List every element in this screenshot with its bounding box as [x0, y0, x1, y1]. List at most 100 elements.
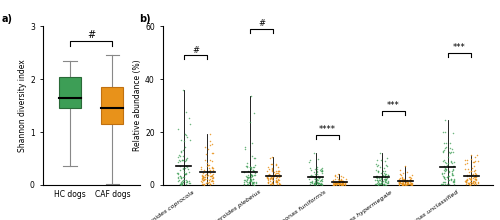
Point [270, 174, 278, 178]
Point [398, 182, 406, 185]
Text: a): a) [2, 14, 13, 24]
Point [209, 166, 217, 170]
Point [376, 183, 384, 186]
Point [181, 132, 189, 136]
Point [472, 178, 480, 181]
Point [313, 178, 321, 181]
Point [472, 175, 480, 179]
Point [335, 178, 343, 182]
Point [470, 173, 478, 176]
Point [266, 176, 274, 180]
Point [441, 160, 449, 164]
Point [440, 148, 448, 152]
Point [444, 155, 452, 159]
Point [443, 163, 451, 167]
Point [332, 181, 340, 185]
Point [203, 177, 211, 180]
Point [270, 175, 278, 178]
Point [306, 180, 314, 183]
Point [336, 181, 344, 185]
Point [180, 175, 188, 179]
Point [466, 178, 474, 181]
Point [408, 182, 416, 185]
Point [273, 172, 281, 175]
Point [331, 180, 339, 184]
Point [338, 183, 346, 186]
Point [374, 169, 382, 172]
Point [443, 175, 451, 178]
Point [268, 177, 276, 180]
Point [268, 168, 276, 172]
Point [306, 168, 314, 172]
Point [274, 165, 281, 169]
Point [447, 178, 455, 181]
Point [271, 173, 279, 177]
Point [250, 181, 258, 185]
Point [315, 176, 323, 179]
Point [382, 177, 390, 181]
Point [315, 182, 323, 185]
Point [470, 180, 478, 183]
Point [438, 182, 446, 186]
Point [401, 182, 409, 185]
Point [468, 176, 476, 179]
Point [374, 170, 382, 173]
Point [372, 182, 380, 186]
Point [206, 182, 214, 185]
Point [204, 163, 212, 167]
Point [404, 180, 411, 184]
Point [206, 143, 214, 147]
Point [266, 163, 274, 166]
Point [315, 176, 323, 180]
Point [184, 170, 192, 174]
Point [403, 170, 411, 173]
Point [376, 179, 384, 182]
Point [446, 182, 454, 186]
Point [206, 168, 214, 172]
Point [398, 182, 406, 185]
Point [312, 183, 320, 187]
Point [240, 182, 248, 185]
Point [342, 182, 349, 185]
Point [318, 182, 326, 185]
Point [272, 180, 280, 184]
Point [266, 173, 274, 176]
Point [336, 181, 344, 184]
Point [471, 174, 479, 177]
Point [374, 176, 382, 180]
Point [306, 182, 314, 186]
Point [273, 175, 281, 178]
Point [342, 183, 349, 186]
Point [396, 176, 404, 180]
Point [400, 180, 408, 183]
Point [398, 173, 406, 177]
Point [248, 173, 256, 176]
Point [450, 173, 458, 176]
Point [374, 177, 382, 180]
Point [174, 172, 182, 175]
Point [180, 148, 188, 152]
Point [182, 158, 190, 161]
Point [463, 178, 471, 181]
Point [450, 167, 458, 170]
Point [182, 180, 190, 183]
Point [250, 183, 258, 187]
Point [335, 183, 343, 187]
Point [246, 178, 254, 182]
Point [270, 183, 278, 186]
Point [180, 154, 188, 158]
Point [330, 182, 338, 186]
Point [407, 182, 415, 186]
Point [379, 169, 387, 172]
Point [444, 150, 452, 154]
Point [335, 183, 343, 186]
Point [402, 180, 410, 184]
Point [404, 182, 412, 186]
Point [396, 168, 404, 171]
Point [401, 181, 409, 185]
Point [383, 156, 391, 160]
Point [464, 182, 472, 186]
Point [240, 182, 248, 186]
Point [179, 181, 187, 184]
Point [374, 180, 382, 183]
